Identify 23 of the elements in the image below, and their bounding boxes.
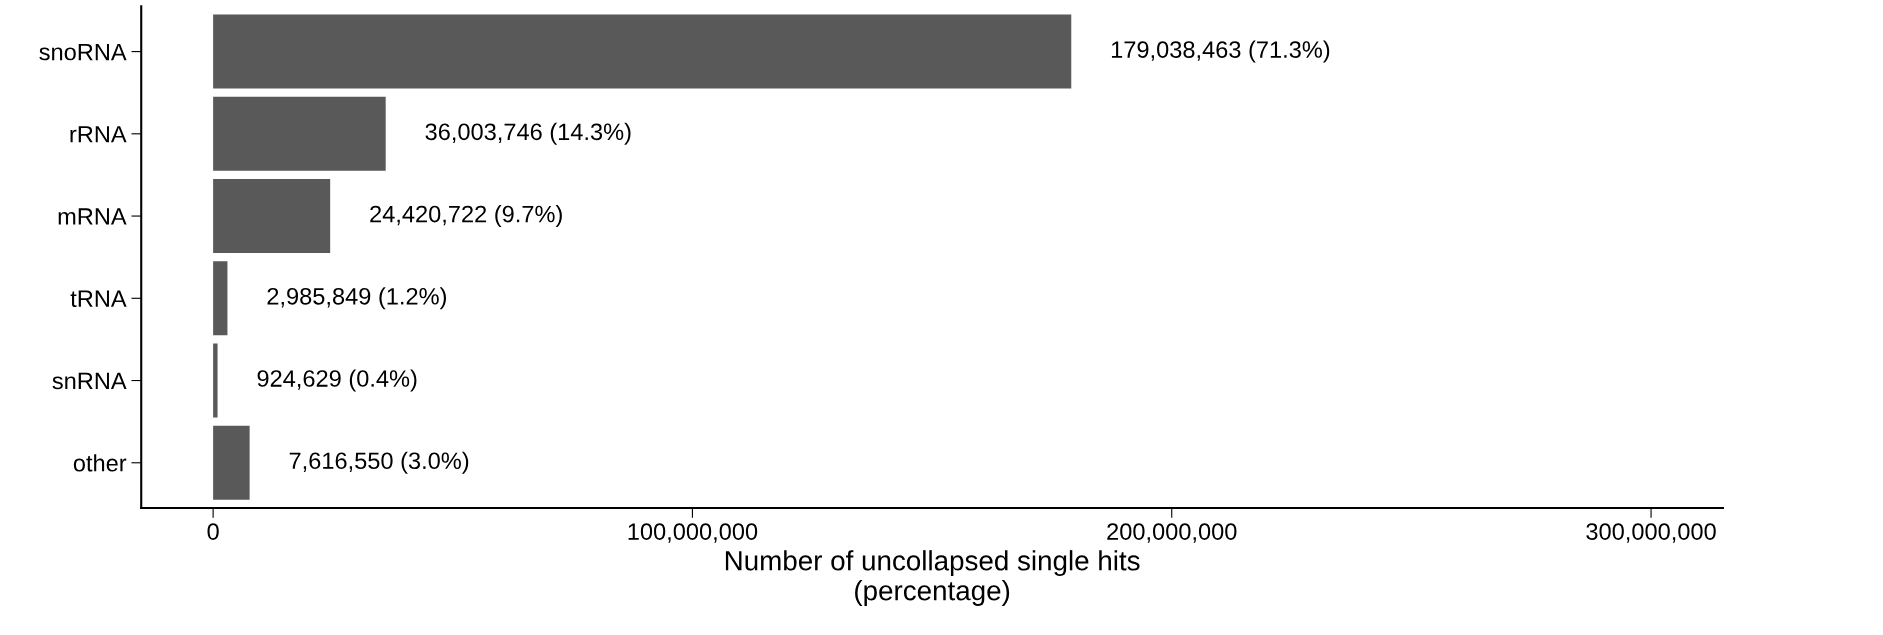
y-tick-label: tRNA [70,290,127,308]
bar [213,14,1072,89]
data-label: 2,985,849 (1.2%) [267,287,446,310]
bar [213,425,250,500]
y-tick-label: other [73,454,127,472]
x-tick-label: 200,000,000 [1107,523,1237,543]
bar [213,96,386,171]
data-label: 24,420,722 (9.7%) [370,205,562,228]
data-label: 179,038,463 (71.3%) [1111,40,1330,63]
y-tick-label: snRNA [52,372,127,390]
bar [213,343,218,418]
x-tick-label: 100,000,000 [628,523,758,543]
data-label: 924,629 (0.4%) [257,369,417,392]
y-tick-label: snoRNA [39,43,127,61]
y-tick-label: mRNA [58,208,127,225]
y-tick-label: rRNA [70,126,127,143]
x-tick-label: 300,000,000 [1586,523,1716,543]
bar [213,179,331,254]
data-label: 36,003,746 (14.3%) [425,122,631,145]
data-label: 7,616,550 (3.0%) [289,451,469,474]
x-axis-title: Number of uncollapsed single hits (percentage) [725,550,1140,606]
x-tick-label: 0 [207,523,219,540]
bar [213,261,228,336]
